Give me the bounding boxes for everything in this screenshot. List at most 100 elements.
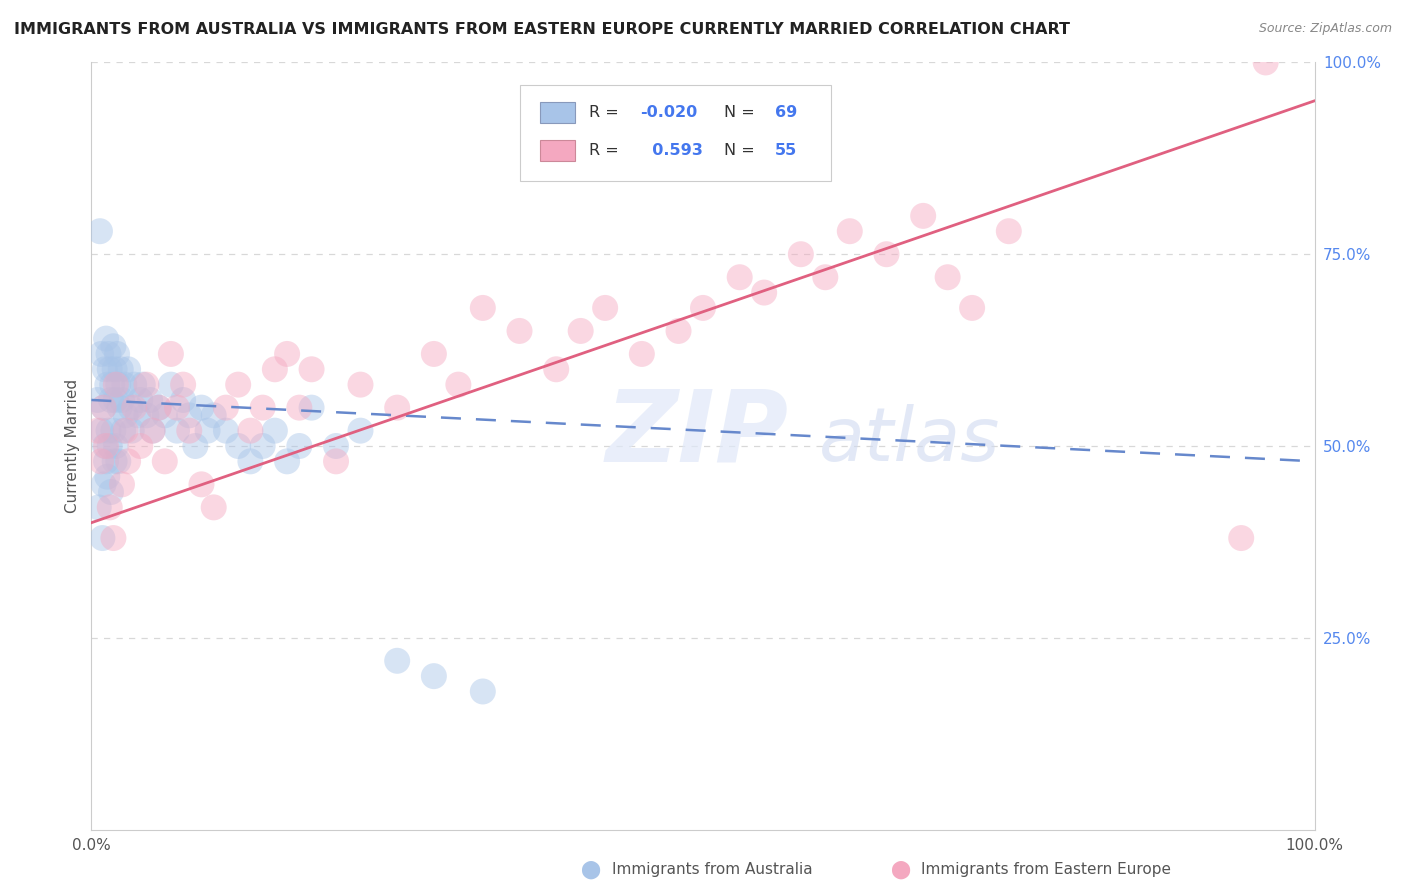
Point: [728, 270, 751, 285]
Text: Source: ZipAtlas.com: Source: ZipAtlas.com: [1258, 22, 1392, 36]
Point: [117, 454, 139, 468]
Point: [148, 401, 170, 415]
Point: [325, 454, 347, 468]
Point: [190, 477, 212, 491]
Point: [86, 424, 108, 438]
Point: [93, 401, 115, 415]
Point: [875, 247, 898, 261]
Point: [103, 424, 125, 438]
Point: [120, 401, 142, 415]
Text: 69: 69: [775, 104, 797, 120]
Point: [301, 362, 323, 376]
Point: [97, 347, 120, 361]
Text: IMMIGRANTS FROM AUSTRALIA VS IMMIGRANTS FROM EASTERN EUROPE CURRENTLY MARRIED CO: IMMIGRANTS FROM AUSTRALIA VS IMMIGRANTS …: [14, 22, 1070, 37]
Text: Immigrants from Eastern Europe: Immigrants from Eastern Europe: [921, 863, 1171, 877]
Point: [179, 424, 201, 438]
Point: [423, 669, 446, 683]
Point: [264, 362, 287, 376]
Point: [117, 362, 139, 376]
Point: [301, 401, 323, 415]
Text: N =: N =: [724, 143, 759, 158]
Point: [114, 409, 136, 423]
Point: [998, 224, 1021, 238]
Point: [1254, 55, 1277, 70]
Point: [91, 531, 114, 545]
Point: [101, 377, 124, 392]
Point: [90, 454, 112, 468]
Point: [96, 469, 118, 483]
Point: [111, 477, 134, 491]
Point: [593, 301, 616, 315]
Point: [90, 347, 112, 361]
Point: [129, 439, 152, 453]
Point: [90, 424, 112, 438]
Point: [135, 409, 157, 423]
Point: [239, 424, 262, 438]
Point: [103, 339, 125, 353]
Text: ⬤: ⬤: [890, 861, 910, 879]
Point: [197, 424, 219, 438]
Point: [385, 401, 409, 415]
Point: [668, 324, 690, 338]
Point: [1230, 531, 1253, 545]
Point: [98, 362, 121, 376]
Point: [94, 439, 117, 453]
Point: [132, 377, 155, 392]
Point: [349, 424, 371, 438]
Point: [184, 439, 207, 453]
Point: [98, 500, 121, 515]
Point: [121, 424, 143, 438]
Point: [264, 424, 287, 438]
Point: [98, 439, 121, 453]
Point: [96, 377, 118, 392]
Point: [139, 392, 162, 407]
Point: [148, 401, 170, 415]
Point: [104, 454, 127, 468]
Point: [471, 684, 494, 698]
Point: [814, 270, 837, 285]
Point: [153, 454, 176, 468]
Point: [325, 439, 347, 453]
Point: [215, 424, 238, 438]
Text: ZIP: ZIP: [605, 386, 789, 483]
Point: [104, 439, 127, 453]
Point: [93, 401, 115, 415]
Text: 55: 55: [775, 143, 797, 158]
Point: [385, 654, 409, 668]
Point: [112, 377, 135, 392]
Point: [108, 401, 131, 415]
Text: R =: R =: [589, 104, 624, 120]
Point: [94, 332, 117, 346]
Point: [135, 377, 157, 392]
Text: atlas: atlas: [820, 404, 1001, 475]
Point: [160, 347, 183, 361]
Point: [179, 409, 201, 423]
Point: [107, 377, 129, 392]
Y-axis label: Currently Married: Currently Married: [65, 379, 80, 513]
Point: [100, 392, 122, 407]
Point: [141, 424, 163, 438]
Point: [423, 347, 446, 361]
Text: ⬤: ⬤: [581, 861, 600, 879]
Point: [141, 424, 163, 438]
Point: [692, 301, 714, 315]
Point: [288, 401, 311, 415]
Point: [94, 454, 117, 468]
Point: [105, 347, 128, 361]
FancyBboxPatch shape: [520, 86, 831, 181]
Point: [107, 454, 129, 468]
Point: [226, 439, 249, 453]
Text: Immigrants from Australia: Immigrants from Australia: [612, 863, 813, 877]
Point: [110, 362, 132, 376]
Point: [239, 454, 262, 468]
FancyBboxPatch shape: [540, 102, 575, 123]
Text: R =: R =: [589, 143, 624, 158]
Point: [172, 377, 194, 392]
Point: [94, 439, 117, 453]
FancyBboxPatch shape: [540, 140, 575, 161]
Point: [87, 500, 110, 515]
Point: [153, 409, 176, 423]
Point: [569, 324, 592, 338]
Point: [936, 270, 959, 285]
Point: [112, 424, 135, 438]
